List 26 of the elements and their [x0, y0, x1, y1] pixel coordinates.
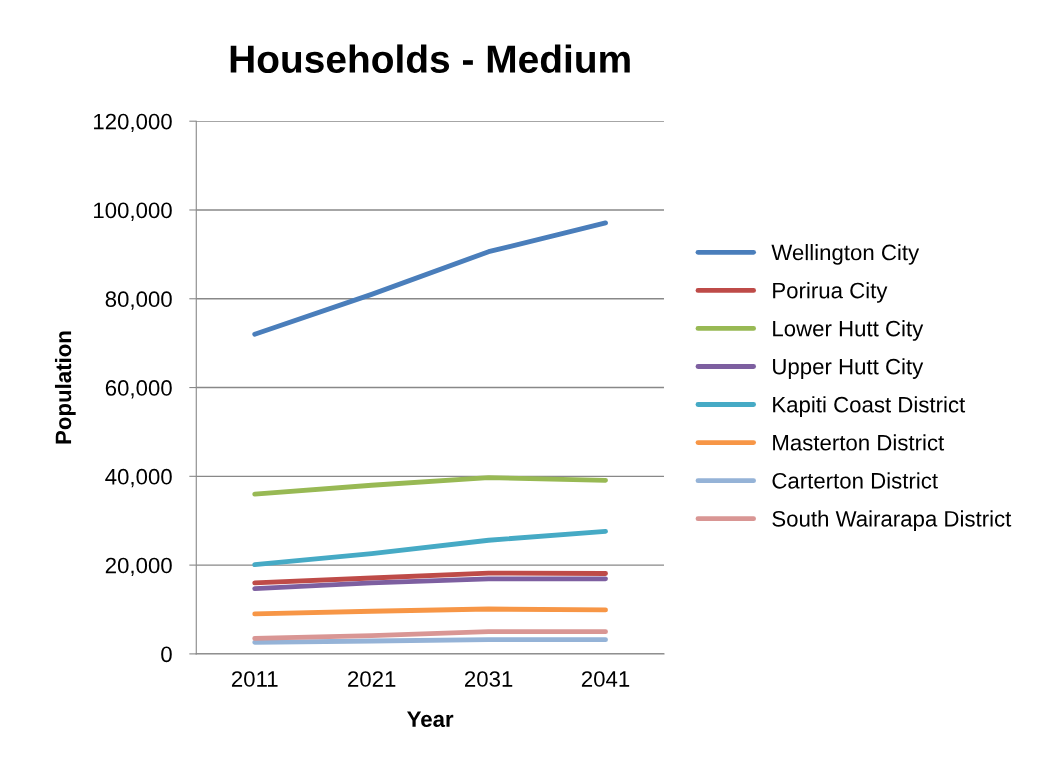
- line-series: [252, 528, 608, 568]
- legend-label: Porirua City: [773, 282, 888, 303]
- chart-title: Households - Medium: [230, 44, 630, 73]
- x-axis-title: Year: [407, 711, 454, 728]
- line-series: [252, 220, 608, 337]
- y-tick-label: 20,000: [105, 557, 172, 576]
- y-tick-label: 40,000: [105, 468, 172, 488]
- x-tick-label: 2031: [464, 671, 513, 687]
- y-tick-label: 60,000: [105, 380, 172, 399]
- y-axis-title: Population: [54, 331, 76, 444]
- line-series: [252, 475, 608, 497]
- legend-label: Kapiti Coast District: [773, 396, 966, 417]
- y-tick-label: 0: [161, 646, 172, 663]
- y-tick-label: 100,000: [94, 202, 172, 221]
- x-tick-label: 2041: [581, 671, 630, 687]
- legend-label: Masterton District: [773, 434, 945, 451]
- x-tick-label: 2011: [231, 671, 278, 687]
- legend-label: Lower Hutt City: [773, 320, 924, 341]
- y-tick-label: 80,000: [105, 291, 172, 310]
- legend-label: Upper Hutt City: [773, 358, 924, 379]
- line-series: [252, 570, 608, 586]
- y-tick-label: 120,000: [94, 113, 172, 133]
- legend-label: Carterton District: [772, 472, 938, 489]
- legend-label: South Wairarapa District: [772, 510, 1012, 532]
- legend-label: Wellington City: [771, 244, 920, 265]
- x-tick-label: 2021: [348, 671, 396, 687]
